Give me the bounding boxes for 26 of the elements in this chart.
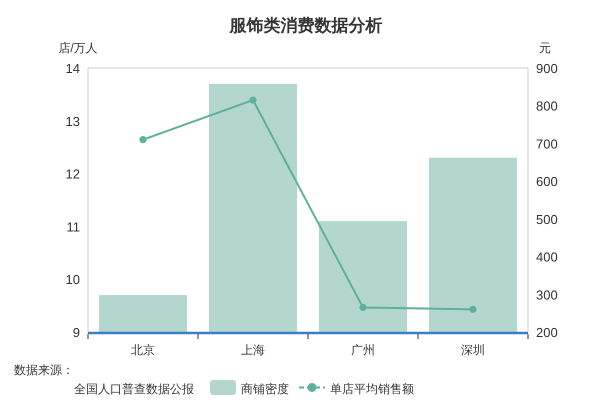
y2label: 元 <box>539 41 551 55</box>
y2-tick-label: 600 <box>536 174 558 190</box>
legend: 商铺密度 单店平均销售额 <box>210 380 414 396</box>
y2-tick-label: 500 <box>536 212 558 227</box>
y-tick-label: 9 <box>72 325 80 340</box>
y2-tick-label: 400 <box>536 250 558 265</box>
x-tick-label: 深圳 <box>461 343 485 357</box>
y-tick-label: 12 <box>66 166 80 182</box>
legend-label: 商铺密度 <box>241 382 289 396</box>
y-tick-label: 13 <box>66 114 80 129</box>
x-tick-label: 北京 <box>131 343 155 357</box>
y-tick-label: 10 <box>66 272 80 288</box>
y2-tick-label: 700 <box>536 136 558 152</box>
y-tick-label: 14 <box>66 61 80 76</box>
y2-tick-label: 800 <box>536 98 558 114</box>
y2-tick-label: 200 <box>536 325 558 340</box>
title: 服饰类消费数据分析 <box>230 16 382 35</box>
y-tick-label: 11 <box>66 219 80 234</box>
x-tick-label: 广州 <box>351 343 375 357</box>
annotation: 数据来源： <box>14 363 74 377</box>
annotation: 全国人口普查数据公报 <box>74 382 194 396</box>
legend-label: 单店平均销售额 <box>330 382 414 396</box>
x-tick-label: 上海 <box>241 343 265 357</box>
ylabel: 店/万人 <box>58 41 98 55</box>
y2-tick-label: 300 <box>536 287 558 302</box>
y2-tick-label: 900 <box>536 61 558 76</box>
